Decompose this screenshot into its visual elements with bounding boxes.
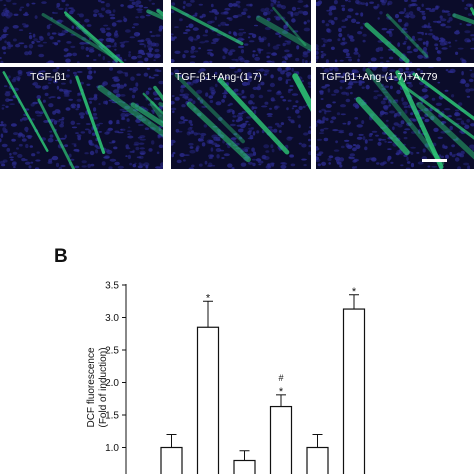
micrograph-image bbox=[316, 0, 474, 63]
significance-mark: # bbox=[278, 373, 283, 383]
significance-mark: * bbox=[206, 292, 211, 304]
micrograph-tgf-ang-a779 bbox=[316, 67, 474, 169]
label-tgf: TGF-β1 bbox=[30, 71, 67, 83]
bar bbox=[196, 326, 220, 474]
micrograph-image bbox=[171, 67, 311, 169]
micrograph-tgf bbox=[0, 67, 163, 169]
bar bbox=[306, 446, 329, 474]
significance-mark: * bbox=[279, 386, 284, 398]
micrograph-image bbox=[0, 0, 163, 63]
micrograph-image bbox=[171, 0, 311, 63]
micrograph-image bbox=[0, 67, 163, 169]
y-tick-label: 3.5 bbox=[105, 281, 119, 292]
significance-mark: * bbox=[352, 286, 357, 298]
micrograph-top-right bbox=[316, 0, 474, 63]
label-tgf-ang: TGF-β1+Ang-(1-7) bbox=[175, 71, 262, 83]
micrograph-top-middle bbox=[171, 0, 311, 63]
y-tick-label: 3.0 bbox=[105, 313, 119, 324]
y-tick-label: 2.0 bbox=[105, 378, 119, 389]
micrograph-image bbox=[316, 67, 474, 169]
micrograph-top-left bbox=[0, 0, 163, 63]
bar bbox=[233, 459, 256, 474]
micrograph-tgf-ang bbox=[171, 67, 311, 169]
panel-letter-b: B bbox=[54, 246, 68, 267]
scale-bar bbox=[422, 159, 447, 162]
y-axis-label: DCF fluorescence(Fold of induction) bbox=[86, 347, 109, 427]
y-tick-label: 1.5 bbox=[105, 411, 119, 422]
label-tgf-ang-a779: TGF-β1+Ang-(1-7)+A779 bbox=[320, 71, 438, 83]
bar bbox=[342, 308, 366, 474]
bar bbox=[269, 405, 293, 474]
y-tick-label: 1.0 bbox=[105, 443, 119, 454]
bar bbox=[160, 446, 183, 474]
y-tick-label: 2.5 bbox=[105, 346, 119, 357]
